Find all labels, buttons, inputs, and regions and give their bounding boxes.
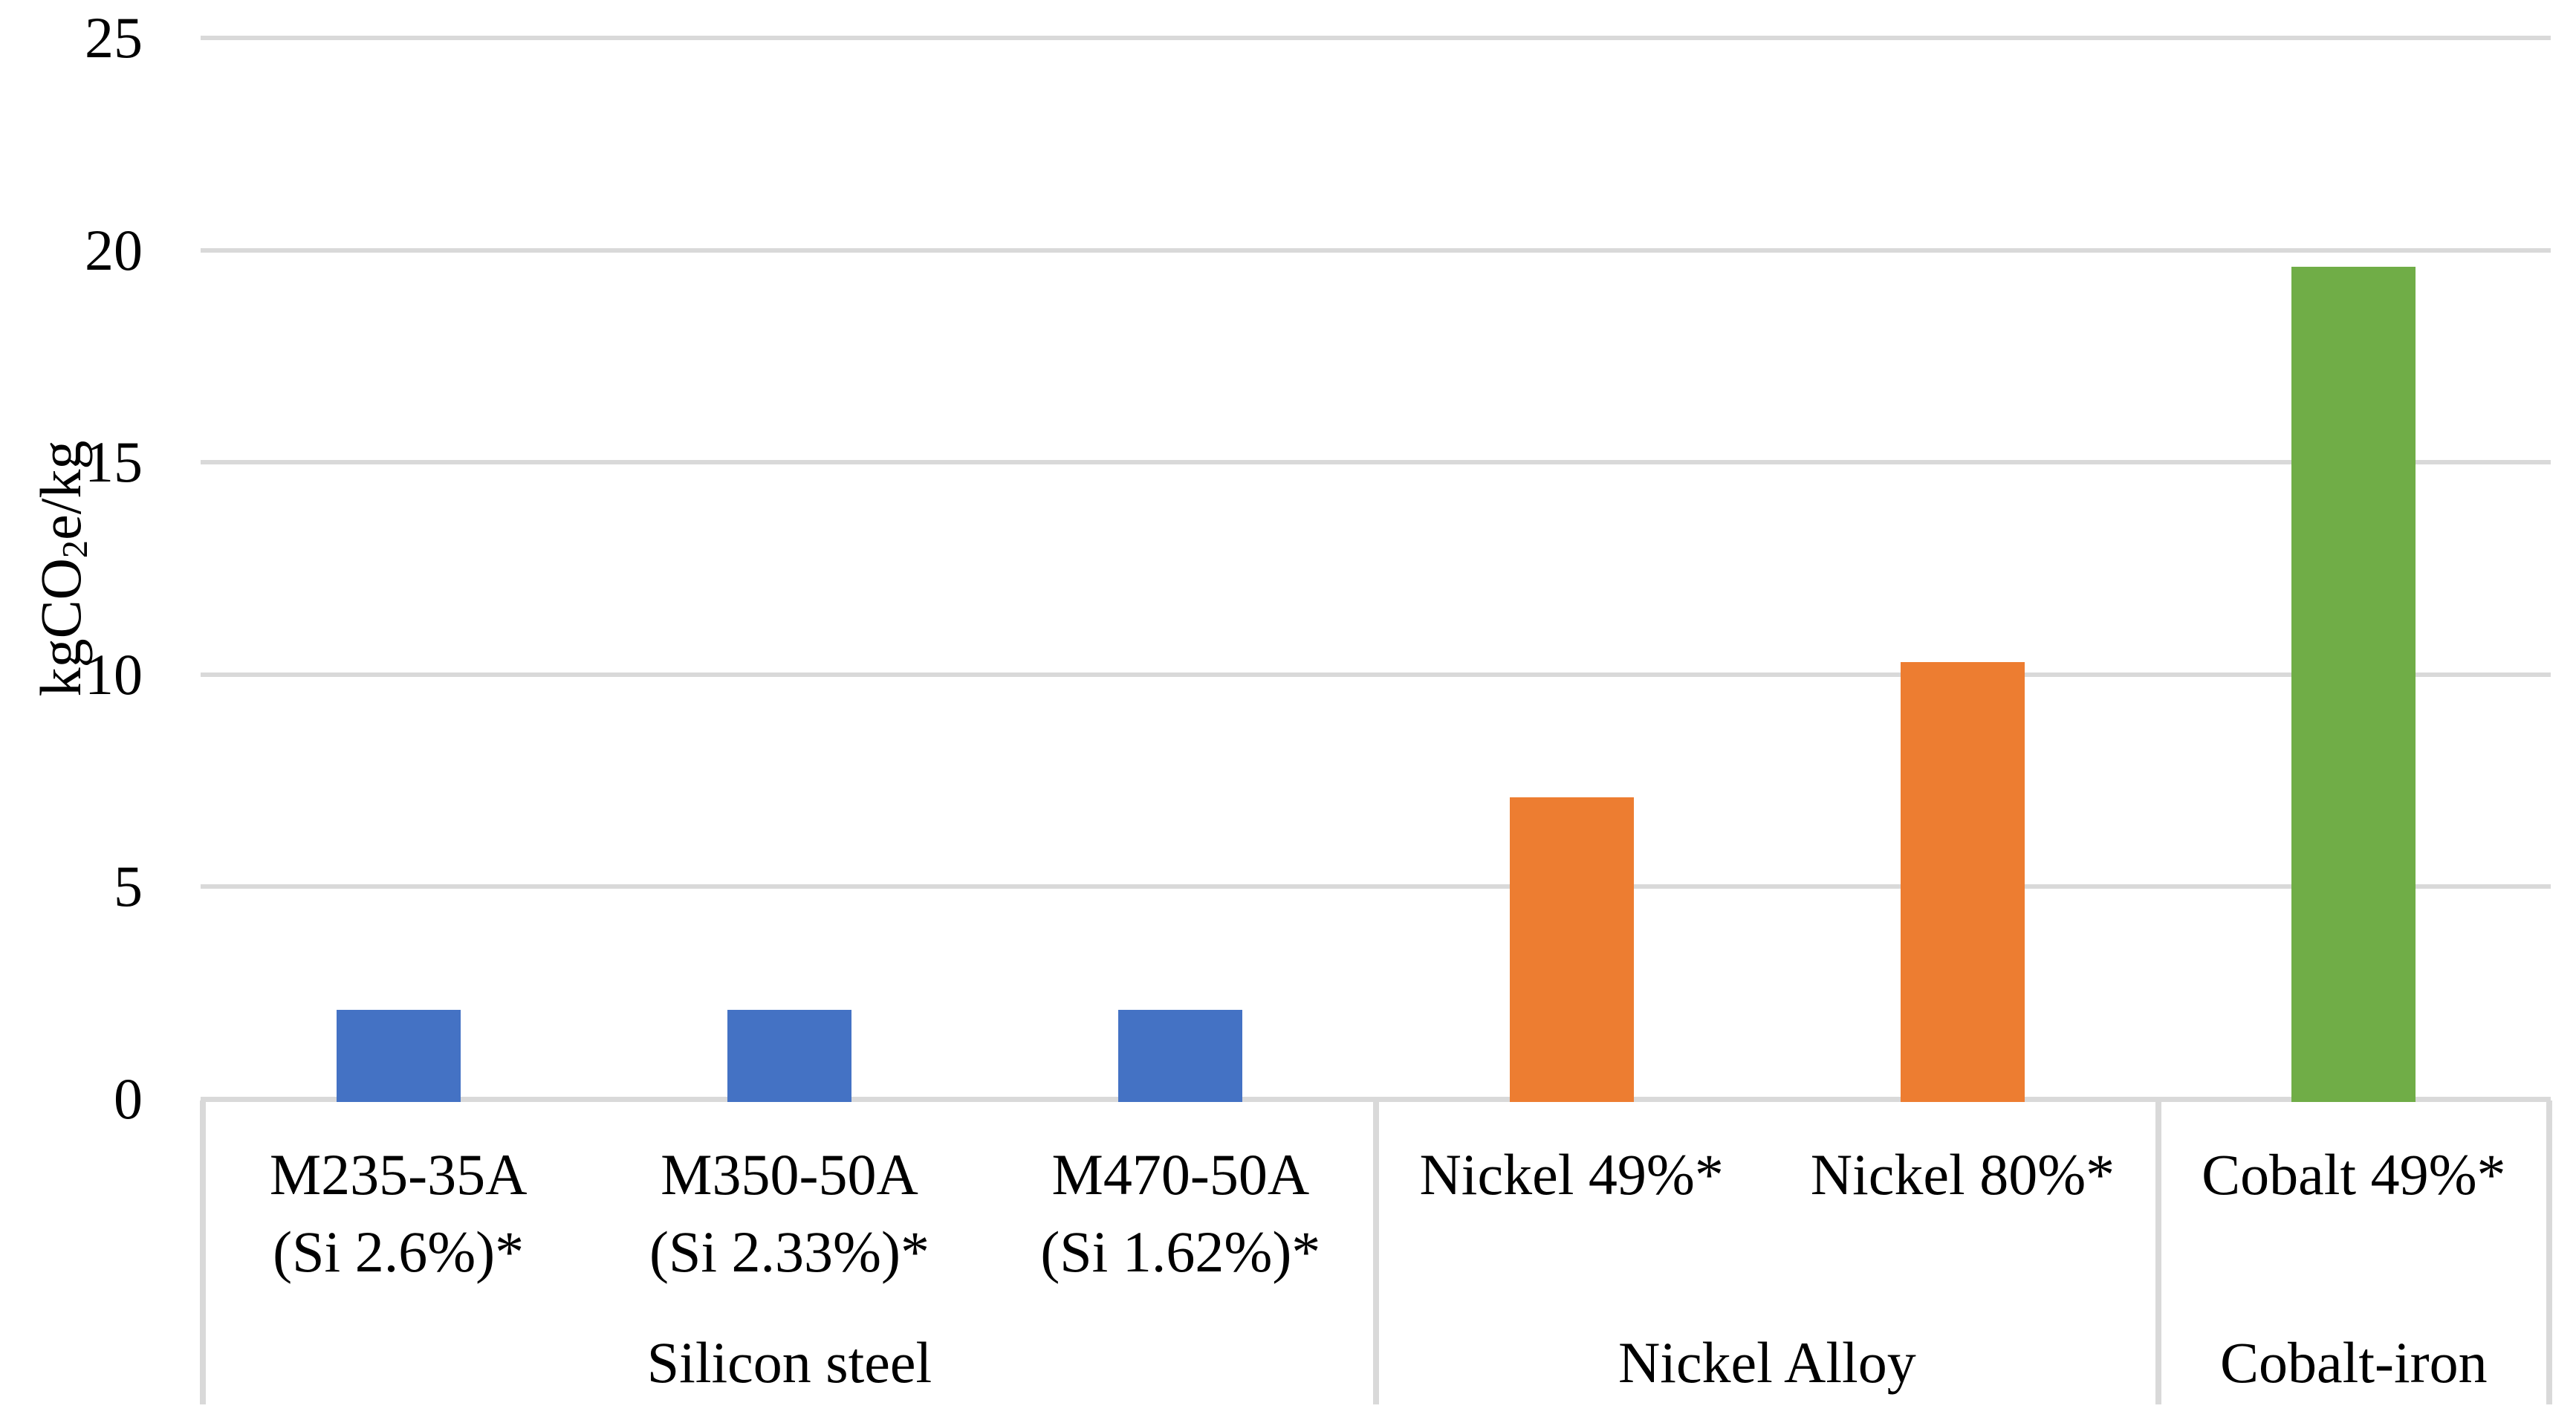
y-tick-label: 10 <box>85 641 143 707</box>
category-label: Nickel 80%* <box>1767 1136 2158 1213</box>
category-label: Cobalt 49%* <box>2158 1136 2549 1213</box>
category-label-line1: Cobalt 49%* <box>2202 1142 2506 1207</box>
category-divider <box>2155 1101 2161 1404</box>
y-gridline <box>201 672 2551 677</box>
category-label-line2: (Si 1.62%)* <box>1040 1219 1321 1284</box>
x-axis-line <box>201 1097 2551 1102</box>
bar <box>336 1010 461 1102</box>
category-label-line1: Nickel 49%* <box>1419 1142 1724 1207</box>
y-gridline <box>201 36 2551 40</box>
bar <box>2291 267 2416 1102</box>
category-label: M350-50A (Si 2.33%)* <box>594 1136 984 1291</box>
category-label-line1: Nickel 80%* <box>1810 1142 2115 1207</box>
bar <box>727 1010 851 1102</box>
y-tick-label: 15 <box>85 430 143 495</box>
y-tick-label: 0 <box>114 1066 143 1131</box>
y-tick-label: 20 <box>85 217 143 282</box>
y-gridline <box>201 460 2551 465</box>
group-label: Silicon steel <box>646 1330 932 1395</box>
category-label-line2: (Si 2.6%)* <box>273 1219 525 1284</box>
category-label-line2: (Si 2.33%)* <box>649 1219 929 1284</box>
bar <box>1118 1010 1243 1102</box>
y-gridline <box>201 884 2551 889</box>
category-divider <box>200 1101 206 1404</box>
category-label-line1: M470-50A <box>1051 1142 1310 1207</box>
y-tick-label: 25 <box>85 5 143 70</box>
category-divider <box>1373 1101 1379 1404</box>
category-label: M235-35A (Si 2.6%)* <box>203 1136 594 1291</box>
bar <box>1901 661 2025 1102</box>
group-label: Nickel Alloy <box>1618 1330 1916 1395</box>
category-label: M470-50A (Si 1.62%)* <box>985 1136 1376 1291</box>
y-axis-title-subscript: 2 <box>55 539 95 559</box>
category-divider <box>2546 1101 2552 1404</box>
bar <box>1509 797 1634 1102</box>
group-label: Cobalt-iron <box>2220 1330 2488 1395</box>
category-label-line1: M235-35A <box>269 1142 528 1207</box>
y-axis-title: kgCO2e/kg <box>22 271 100 866</box>
category-label-line1: M350-50A <box>661 1142 918 1207</box>
y-gridline <box>201 247 2551 253</box>
category-label: Nickel 49%* <box>1376 1136 1767 1213</box>
y-tick-label: 5 <box>114 854 143 919</box>
